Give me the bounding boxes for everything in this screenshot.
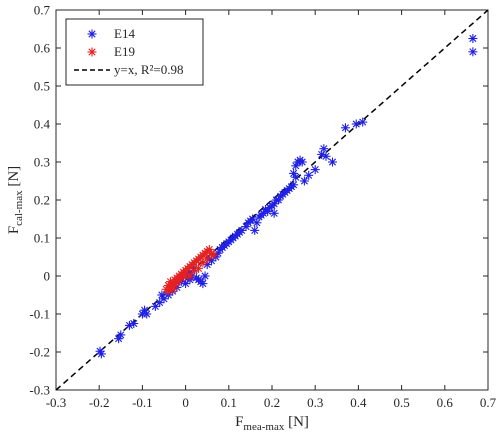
data-point-e14 [297, 157, 307, 167]
data-point-e19 [170, 281, 180, 290]
data-point-e19 [189, 265, 199, 275]
y-tick-label: 0.6 [34, 41, 51, 56]
x-tick-label: 0.3 [307, 395, 323, 410]
x-tick-label: 0.7 [480, 395, 497, 410]
x-axis-label-main: F [235, 414, 243, 430]
data-point-e14 [237, 225, 247, 235]
y-tick-label: 0.1 [34, 231, 50, 246]
data-point-e19 [185, 271, 195, 281]
legend: E14 E19 y=x, R²=0.98 [65, 18, 204, 86]
data-point-e14 [250, 225, 260, 235]
x-tick-label: -0.2 [89, 395, 110, 410]
data-point-e14 [200, 271, 210, 281]
y-axis-label: Fcal-max [N] [6, 166, 25, 234]
x-tick-label: 0.1 [221, 395, 237, 410]
data-point-e14 [269, 208, 279, 218]
y-tick-label: -0.2 [29, 345, 50, 360]
x-tick-label: 0 [182, 395, 189, 410]
data-point-e14 [116, 330, 126, 340]
y-axis-label-subscript: cal-max [13, 190, 25, 226]
x-tick-label: -0.3 [46, 395, 67, 410]
data-point-e14 [142, 309, 152, 319]
data-point-e14 [299, 176, 309, 186]
data-point-e14 [468, 34, 478, 43]
data-point-e14 [95, 346, 105, 356]
x-axis-ticks: -0.3 -0.2 -0.1 0 0.1 0.2 0.3 0.4 0.5 0.6 0.7 [46, 10, 497, 410]
y-tick-label: 0.2 [34, 193, 50, 208]
data-point-e14 [321, 151, 331, 161]
data-point-e14 [358, 117, 368, 127]
data-point-e14 [327, 157, 337, 167]
data-point-e14 [340, 123, 350, 133]
legend-label-e19: E19 [114, 44, 135, 59]
data-points-layer [95, 34, 478, 359]
legend-label-e14: E14 [114, 26, 135, 41]
y-tick-label: 0.3 [34, 155, 50, 170]
x-tick-label: -0.1 [132, 395, 153, 410]
x-axis-label-subscript: mea-max [243, 421, 284, 433]
data-point-e14 [310, 165, 320, 175]
legend-e19-asterisk [87, 47, 97, 57]
y-tick-label: -0.1 [29, 307, 50, 322]
y-tick-label: 0.7 [34, 3, 51, 18]
x-tick-label: 0.2 [264, 395, 280, 410]
legend-e19-marker [87, 47, 97, 57]
data-point-e14 [291, 172, 301, 182]
x-axis-label: Fmea-max [N] [235, 414, 309, 433]
data-point-e14 [198, 279, 208, 289]
x-tick-label: 0.6 [437, 395, 454, 410]
x-axis-label-unit: [N] [284, 414, 309, 430]
data-point-e14 [304, 170, 314, 180]
y-tick-label: 0.5 [34, 79, 50, 94]
data-point-e14 [140, 305, 150, 315]
data-point-e19 [209, 250, 219, 260]
data-point-e14 [319, 144, 329, 154]
y-axis-label-unit: [N] [6, 166, 22, 191]
y-tick-label: 0.4 [34, 117, 51, 132]
data-point-e14 [351, 119, 361, 129]
legend-e14-marker [87, 29, 97, 39]
y-tick-label: -0.3 [29, 383, 50, 398]
data-point-e14 [289, 168, 299, 178]
data-point-e14 [124, 320, 134, 330]
data-point-e19 [168, 284, 178, 294]
y-axis-ticks: -0.3 -0.2 -0.1 0 0.1 0.2 0.3 0.4 0.5 0.6 0.7 [29, 3, 488, 398]
legend-e14-asterisk [87, 29, 97, 39]
y-tick-label: 0 [44, 269, 51, 284]
legend-label-fit: y=x, R²=0.98 [114, 62, 183, 77]
x-tick-label: 0.5 [393, 395, 409, 410]
x-tick-label: 0.4 [350, 395, 367, 410]
data-point-e19 [202, 254, 212, 264]
data-point-e14 [289, 180, 299, 190]
data-point-e14 [468, 47, 478, 57]
data-point-e14 [129, 319, 139, 328]
y-axis-label-main: F [6, 226, 22, 234]
